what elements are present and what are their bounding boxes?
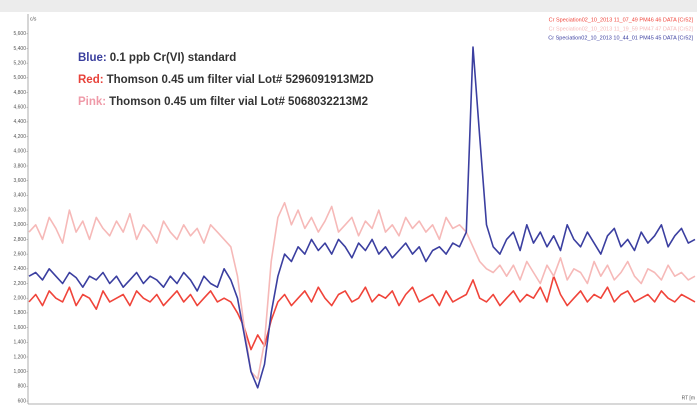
y-tick-label: 5,400 [13, 46, 26, 52]
y-tick-label: 1,000 [13, 369, 26, 375]
y-tick-label: 5,200 [13, 60, 26, 66]
y-tick-label: 600 [18, 398, 27, 404]
annotation: Red: Thomson 0.45 um filter vial Lot# 529… [78, 74, 374, 86]
annotation-text: Thomson 0.45 um filter vial Lot# 5296091… [107, 74, 374, 86]
annotation: Blue: 0.1 ppb Cr(VI) standard [78, 52, 236, 64]
legend-entry: Cr Speciation02_10_2013 10_44_01 PM45 45… [548, 35, 693, 41]
legend-entry: Cr Speciation02_10_2013 11_07_49 PM46 46… [549, 17, 694, 23]
y-tick-label: 2,400 [13, 266, 26, 272]
y-tick-label: 2,000 [13, 296, 26, 302]
y-tick-label: 5,600 [13, 31, 26, 37]
y-tick-label: 2,600 [13, 251, 26, 257]
annotation-label: Red: [78, 74, 104, 86]
y-tick-label: 3,400 [13, 193, 26, 199]
series-line [28, 201, 696, 380]
y-tick-label: 4,600 [13, 105, 26, 111]
annotation-label: Blue: [78, 52, 107, 64]
y-tick-label: 800 [18, 384, 27, 390]
y-tick-label: 1,600 [13, 325, 26, 331]
y-tick-label: 1,800 [13, 310, 26, 316]
y-tick-label: 1,400 [13, 340, 26, 346]
y-axis-label: c/s [30, 16, 37, 22]
y-tick-label: 4,400 [13, 119, 26, 125]
y-tick-label: 5,000 [13, 75, 26, 81]
series-line [28, 275, 696, 351]
annotation: Pink: Thomson 0.45 um filter vial Lot# 50… [78, 96, 368, 108]
y-tick-label: 2,200 [13, 281, 26, 287]
y-tick-label: 3,600 [13, 178, 26, 184]
y-tick-label: 3,000 [13, 222, 26, 228]
series-line [28, 46, 696, 389]
y-tick-label: 2,800 [13, 237, 26, 243]
top-band [0, 0, 697, 12]
y-tick-label: 4,200 [13, 134, 26, 140]
y-tick-label: 4,800 [13, 90, 26, 96]
annotation-text: Thomson 0.45 um filter vial Lot# 5068032… [109, 96, 368, 108]
y-tick-label: 3,800 [13, 163, 26, 169]
y-tick-label: 1,200 [13, 354, 26, 360]
annotation-label: Pink: [78, 96, 106, 108]
x-axis-label: RT [m [682, 395, 695, 401]
annotation-text: 0.1 ppb Cr(VI) standard [110, 52, 237, 64]
legend-entry: Cr Speciation02_10_2013 11_19_59 PM47 47… [549, 26, 694, 32]
y-tick-label: 3,200 [13, 207, 26, 213]
y-tick-label: 4,000 [13, 149, 26, 155]
